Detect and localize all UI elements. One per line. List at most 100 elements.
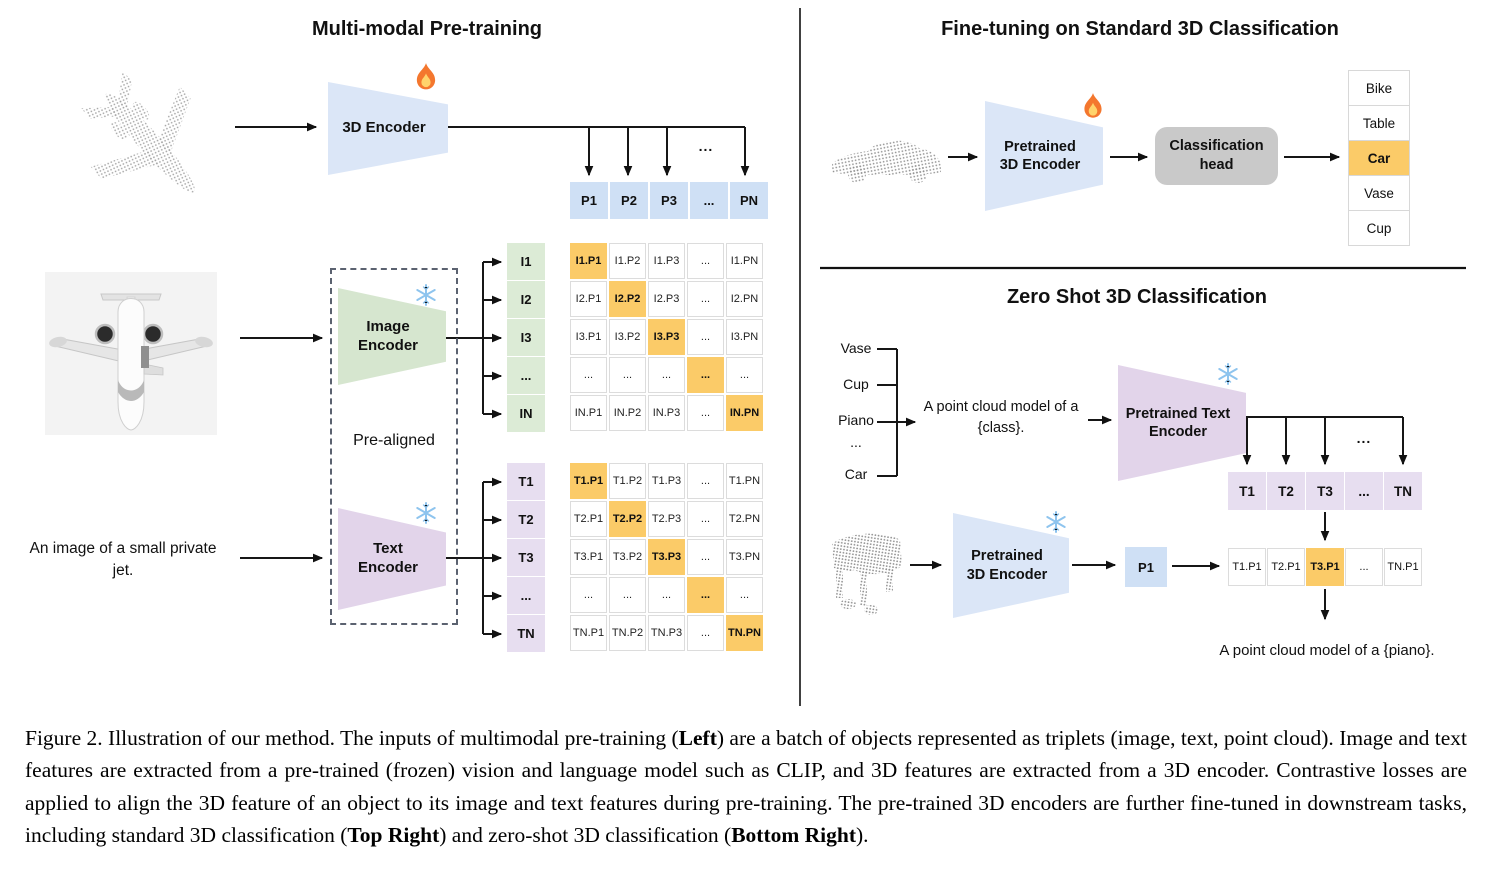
- zeroshot-class-piano: Piano: [838, 412, 874, 428]
- encoder-3d-label: 3D Encoder: [342, 119, 426, 137]
- ellipsis: ...: [850, 434, 862, 450]
- matrix-cell: T1.P2: [609, 463, 646, 499]
- text-feature-cell: ...: [1345, 472, 1383, 510]
- matrix-cell: TN.P2: [609, 615, 646, 651]
- snowflake-icon: [416, 284, 436, 306]
- text-feature-cell: T1: [1228, 472, 1266, 510]
- text-feature-cell: ...: [507, 577, 545, 614]
- text-feature-cell: T1: [507, 463, 545, 500]
- matrix-cell: ...: [570, 357, 607, 393]
- text-feature-cell: TN: [507, 615, 545, 652]
- matrix-cell: ...: [726, 357, 763, 393]
- snowflake-icon: [1218, 363, 1238, 385]
- matrix-cell: T2.P2: [609, 501, 646, 537]
- matrix-cell: I1.PN: [726, 243, 763, 279]
- prompt-text: A point cloud model of a {class}.: [923, 399, 1079, 437]
- matrix-cell: T1.P1: [570, 463, 607, 499]
- matrix-cell: ...: [648, 357, 685, 393]
- point-feature-cell: P1: [570, 182, 608, 219]
- fire-icon: [416, 63, 436, 90]
- matrix-cell: I3.P2: [609, 319, 646, 355]
- caption-text: ).: [856, 822, 869, 847]
- text-point-similarity-matrix: T1.P1 T1.P2 T1.P3... T1.PN T2.P1 T2.P2 T2.P3..…: [570, 463, 763, 651]
- point-feature-row: P1 P2 P3... PN: [570, 182, 768, 219]
- image-feature-cell: I2: [507, 281, 545, 318]
- matrix-cell: ...: [609, 577, 646, 613]
- matrix-cell: I2.PN: [726, 281, 763, 317]
- airplane-point-cloud: [81, 70, 195, 193]
- jet-photo: [45, 272, 217, 435]
- caption-text: ) are a batch of objects represented as …: [25, 726, 1467, 847]
- matrix-cell: I3.PN: [726, 319, 763, 355]
- text-feature-cell: T2: [507, 501, 545, 538]
- matrix-cell: I1.P1: [570, 243, 607, 279]
- zeroshot-text-feature-row: T1 T2 T3... TN: [1228, 472, 1422, 510]
- text-feature-cell: TN: [1384, 472, 1422, 510]
- matrix-cell: ...: [609, 357, 646, 393]
- matrix-cell: TN.P1: [570, 615, 607, 651]
- point-feature-cell: ...: [690, 182, 728, 219]
- matrix-cell: ...: [687, 501, 724, 537]
- matrix-cell: T3.P2: [609, 539, 646, 575]
- matrix-cell: T2.PN: [726, 501, 763, 537]
- similarity-cell: T1.P1: [1228, 548, 1266, 586]
- text-feature-cell: T2: [1267, 472, 1305, 510]
- matrix-cell: I2.P1: [570, 281, 607, 317]
- zeroshot-class-car: Car: [844, 466, 868, 482]
- matrix-cell: TN.PN: [726, 615, 763, 651]
- image-encoder-label: Image Encoder: [357, 317, 418, 354]
- ellipsis: ...: [1356, 430, 1372, 446]
- matrix-cell: I3.P1: [570, 319, 607, 355]
- image-point-similarity-matrix: I1.P1 I1.P2 I1.P3... I1.PN I2.P1 I2.P2 I2.P3..…: [570, 243, 763, 431]
- similarity-cell: TN.P1: [1384, 548, 1422, 586]
- matrix-cell: IN.P1: [570, 395, 607, 431]
- matrix-cell: T1.PN: [726, 463, 763, 499]
- pre-aligned-box: [330, 268, 458, 625]
- matrix-cell: T1.P3: [648, 463, 685, 499]
- text-encoder-label: Text Encoder: [357, 540, 418, 576]
- car-point-cloud: [832, 140, 941, 183]
- pretraining-title: Multi-modal Pre-training: [312, 18, 542, 40]
- matrix-cell: T3.P1: [570, 539, 607, 575]
- matrix-cell: I1.P3: [648, 243, 685, 279]
- matrix-cell: ...: [726, 577, 763, 613]
- zeroshot-title: Zero Shot 3D Classification: [1006, 286, 1268, 308]
- matrix-cell: ...: [687, 243, 724, 279]
- image-feature-cell: IN: [507, 395, 545, 432]
- matrix-cell: ...: [648, 577, 685, 613]
- matrix-cell: I2.P3: [648, 281, 685, 317]
- pre-aligned-label: Pre-aligned: [353, 432, 435, 449]
- fire-icon: [1084, 93, 1102, 118]
- caption-bold-left: Left: [678, 726, 717, 750]
- zeroshot-class-cup: Cup: [843, 376, 869, 392]
- matrix-cell: IN.P2: [609, 395, 646, 431]
- classification-head: Classification head: [1155, 127, 1278, 185]
- caption-bold-bottom-right: Bottom Right: [731, 822, 857, 847]
- snowflake-icon: [1046, 511, 1066, 533]
- class-list-item: Bike: [1349, 71, 1409, 105]
- figure-caption: Figure 2. Illustration of our method. Th…: [25, 722, 1467, 851]
- caption-bold-top-right: Top Right: [347, 822, 440, 847]
- matrix-cell: T3.P3: [648, 539, 685, 575]
- matrix-cell: T2.P1: [570, 501, 607, 537]
- class-list-item: Cup: [1349, 211, 1409, 245]
- caption-text: Figure 2. Illustration of our method. Th…: [25, 726, 679, 750]
- matrix-cell: ...: [687, 281, 724, 317]
- text-feature-column: T1 T2 T3... TN: [507, 463, 545, 652]
- zeroshot-similarity-row: T1.P1 T2.P1 T3.P1... TN.P1: [1228, 548, 1422, 586]
- classification-head-label: Classification head: [1169, 138, 1264, 173]
- similarity-cell: T2.P1: [1267, 548, 1305, 586]
- image-feature-cell: ...: [507, 357, 545, 394]
- point-feature-p1-cell: P1: [1125, 547, 1167, 587]
- piano-point-cloud: [832, 533, 902, 615]
- matrix-cell: IN.P3: [648, 395, 685, 431]
- matrix-cell: ...: [687, 319, 724, 355]
- zeroshot-class-vase: Vase: [840, 340, 872, 356]
- class-list-item: Table: [1349, 106, 1409, 140]
- image-feature-cell: I1: [507, 243, 545, 280]
- matrix-cell: ...: [687, 395, 724, 431]
- ellipsis: ...: [698, 138, 714, 154]
- pretrained-3d-encoder-zeroshot-label: Pretrained 3D Encoder: [966, 548, 1048, 583]
- class-list-item: Car: [1349, 141, 1409, 175]
